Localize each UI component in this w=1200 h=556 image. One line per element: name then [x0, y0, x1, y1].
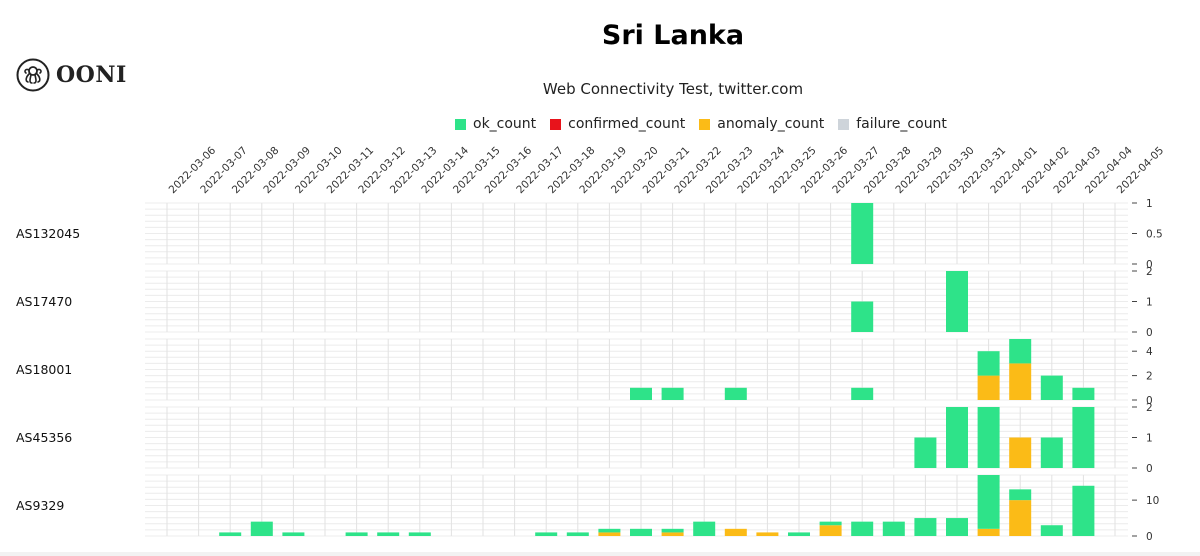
bar-ok-count[interactable]	[693, 521, 716, 536]
bar-anomaly-count[interactable]	[977, 528, 1000, 536]
bar-anomaly-count[interactable]	[756, 532, 779, 536]
row-label: AS17470	[16, 294, 72, 309]
bar-ok-count[interactable]	[914, 518, 937, 536]
chart-title: Sri Lanka	[601, 20, 745, 51]
bar-ok-count[interactable]	[1040, 525, 1063, 536]
bar-anomaly-count[interactable]	[724, 528, 747, 536]
bar-anomaly-count[interactable]	[598, 532, 621, 536]
legend-label-ok-count: ok_count	[473, 116, 537, 132]
y-tick-label: 0	[1146, 531, 1153, 543]
facet-row: AS132045 0 0.5 1	[16, 198, 1163, 271]
legend-swatch-anomaly-count	[699, 118, 711, 130]
y-tick-label: 10	[1146, 495, 1159, 507]
bar-ok-count[interactable]	[946, 407, 968, 468]
legend-item-anomaly-count[interactable]: anomaly_count	[699, 116, 824, 132]
bar-ok-count[interactable]	[851, 203, 874, 264]
bar-anomaly-count[interactable]	[1009, 363, 1032, 400]
ooni-logo: OONI	[16, 58, 127, 92]
bar-ok-count[interactable]	[946, 518, 968, 536]
legend-item-failure-count[interactable]: failure_count	[838, 116, 947, 132]
y-tick-label: 1	[1146, 433, 1153, 445]
bar-anomaly-count[interactable]	[661, 532, 684, 536]
facet-row: AS18001 0 2 4	[16, 338, 1153, 407]
bar-ok-count[interactable]	[566, 532, 589, 536]
bar-ok-count[interactable]	[851, 301, 874, 333]
legend-label-failure-count: failure_count	[856, 116, 947, 132]
bar-ok-count[interactable]	[819, 521, 842, 526]
y-tick-label: 2	[1146, 266, 1153, 278]
bar-anomaly-count[interactable]	[1009, 500, 1032, 536]
y-tick-label: 2	[1146, 402, 1153, 414]
y-tick-label: 1	[1146, 198, 1153, 210]
bar-ok-count[interactable]	[1009, 489, 1032, 501]
bar-ok-count[interactable]	[1040, 375, 1063, 400]
row-label: AS132045	[16, 226, 80, 241]
bar-ok-count[interactable]	[250, 521, 273, 536]
bar-ok-count[interactable]	[1040, 437, 1063, 469]
y-tick-label: 0	[1146, 463, 1153, 475]
bar-ok-count[interactable]	[630, 528, 652, 536]
bar-anomaly-count[interactable]	[819, 525, 842, 536]
y-tick-label: 0	[1146, 395, 1153, 407]
bar-ok-count[interactable]	[1072, 485, 1095, 536]
bar-ok-count[interactable]	[977, 407, 1000, 468]
y-tick-label: 1	[1146, 297, 1153, 309]
facet-row: AS17470 0 1 2	[16, 266, 1153, 339]
legend-label-anomaly-count: anomaly_count	[717, 116, 825, 132]
bar-ok-count[interactable]	[661, 387, 684, 400]
legend-swatch-failure-count	[838, 118, 850, 130]
bar-ok-count[interactable]	[282, 532, 305, 536]
bar-ok-count[interactable]	[882, 521, 905, 536]
bar-ok-count[interactable]	[851, 387, 874, 400]
y-tick-label: 0.5	[1146, 229, 1163, 241]
y-tick-label: 4	[1146, 346, 1153, 358]
y-tick-label: 2	[1146, 371, 1153, 383]
bar-ok-count[interactable]	[914, 437, 937, 469]
legend-swatch-confirmed-count	[550, 118, 562, 130]
bar-ok-count[interactable]	[788, 532, 810, 536]
row-label: AS45356	[16, 430, 72, 445]
chart-legend: ok_count confirmed_count anomaly_count f…	[455, 116, 961, 132]
bar-ok-count[interactable]	[630, 387, 652, 400]
bar-ok-count[interactable]	[1072, 387, 1095, 400]
row-label: AS18001	[16, 362, 72, 377]
facet-row: AS45356 0 1 2	[16, 402, 1153, 475]
bar-ok-count[interactable]	[977, 351, 1000, 376]
bar-ok-count[interactable]	[345, 532, 368, 536]
bar-ok-count[interactable]	[661, 528, 684, 533]
bar-anomaly-count[interactable]	[1009, 437, 1032, 469]
bar-ok-count[interactable]	[408, 532, 431, 536]
bar-ok-count[interactable]	[851, 521, 874, 536]
ooni-logo-text: OONI	[56, 62, 127, 88]
y-tick-label: 0	[1146, 259, 1153, 271]
bar-ok-count[interactable]	[1072, 407, 1095, 468]
stacked-bar-chart: 2022-03-062022-03-072022-03-082022-03-09…	[16, 144, 1166, 543]
bar-ok-count[interactable]	[724, 387, 747, 400]
bar-ok-count[interactable]	[946, 271, 968, 332]
legend-item-ok-count[interactable]: ok_count	[455, 116, 536, 132]
y-tick-label: 0	[1146, 327, 1153, 339]
ooni-octopus-icon	[16, 58, 50, 92]
bar-ok-count[interactable]	[1009, 339, 1032, 364]
bar-ok-count[interactable]	[977, 475, 1000, 529]
bar-ok-count[interactable]	[535, 532, 558, 536]
legend-swatch-ok-count	[455, 118, 466, 130]
legend-label-confirmed-count: confirmed_count	[568, 116, 686, 132]
chart-subtitle: Web Connectivity Test, twitter.com	[542, 80, 804, 98]
facet-row: AS9329 0 10	[16, 474, 1159, 543]
row-label: AS9329	[16, 498, 64, 513]
bottom-divider	[0, 552, 1200, 556]
bar-ok-count[interactable]	[598, 528, 621, 533]
bar-anomaly-count[interactable]	[977, 375, 1000, 400]
bar-ok-count[interactable]	[377, 532, 400, 536]
legend-item-confirmed-count[interactable]: confirmed_count	[550, 116, 685, 132]
bar-ok-count[interactable]	[219, 532, 242, 536]
